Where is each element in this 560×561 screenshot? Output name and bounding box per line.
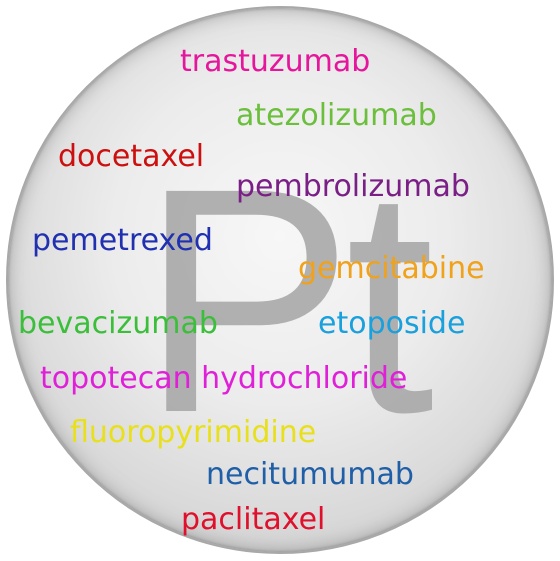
drug-label-etoposide: etoposide — [318, 306, 466, 341]
drug-label-docetaxel: docetaxel — [58, 139, 205, 174]
drug-label-pemetrexed: pemetrexed — [32, 223, 213, 258]
platinum-sphere — [6, 6, 554, 554]
drug-label-paclitaxel: paclitaxel — [181, 502, 326, 537]
drug-label-pembrolizumab: pembrolizumab — [236, 169, 470, 204]
drug-label-topotecan-hydrochloride: topotecan hydrochloride — [40, 361, 408, 396]
drug-label-bevacizumab: bevacizumab — [18, 306, 218, 341]
drug-label-trastuzumab: trastuzumab — [180, 44, 371, 79]
drug-label-atezolizumab: atezolizumab — [236, 98, 437, 133]
drug-label-fluoropyrimidine: fluoropyrimidine — [70, 415, 317, 450]
drug-label-necitumumab: necitumumab — [206, 457, 414, 492]
drug-label-gemcitabine: gemcitabine — [298, 251, 485, 286]
element-symbol: Pt — [140, 121, 434, 479]
